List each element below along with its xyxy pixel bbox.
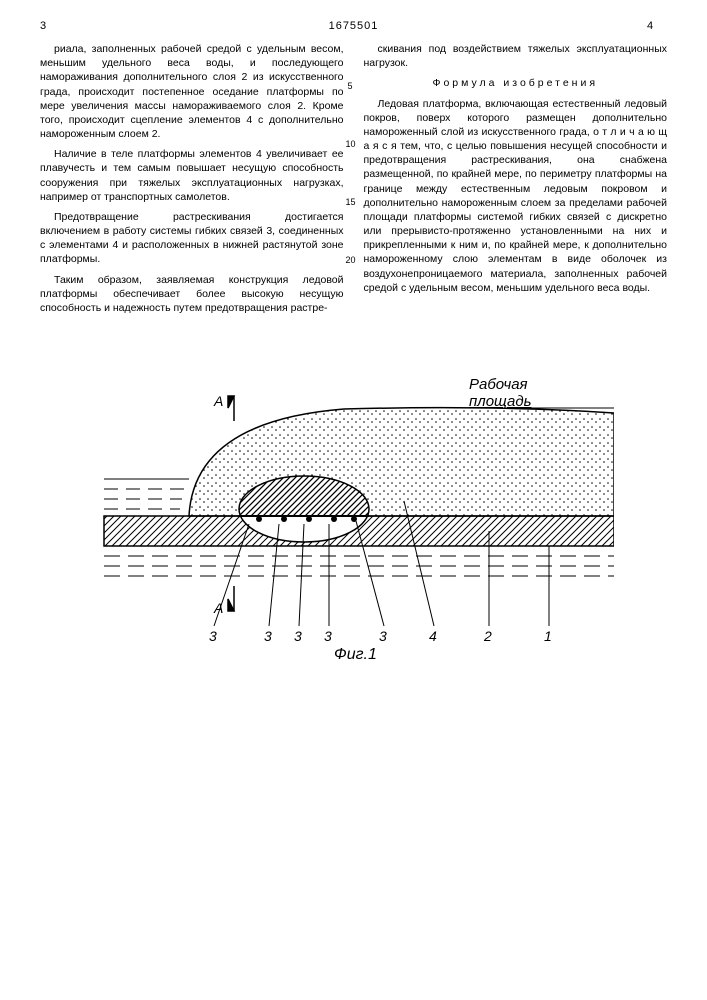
linemark-20: 20: [346, 254, 356, 266]
working-area-label-2: площадь: [469, 393, 532, 410]
page-header: 3 1675501 4: [40, 20, 667, 32]
left-column: риала, заполненных рабочей средой с удел…: [40, 42, 344, 321]
right-p1: скивания под воздействием тяжелых эксплу…: [364, 42, 668, 70]
leader-1: 1: [544, 628, 552, 644]
leader-3b: 3: [264, 628, 272, 644]
left-p1: риала, заполненных рабочей средой с удел…: [40, 42, 344, 141]
left-p4: Таким образом, заявляемая конструкция ле…: [40, 273, 344, 316]
leader-2: 2: [483, 628, 492, 644]
leader-3c: 3: [294, 628, 302, 644]
figure-1: А А Рабочая площадь 3 3 3 3: [40, 361, 667, 661]
claims-title: Формула изобретения: [364, 76, 668, 90]
linemark-10: 10: [346, 138, 356, 150]
left-page-number: 3: [40, 20, 60, 32]
leader-3a: 3: [209, 628, 217, 644]
left-p3: Предотвращение растрескивания достигаетс…: [40, 210, 344, 267]
right-page-number: 4: [647, 20, 667, 32]
working-area-label-1: Рабочая: [469, 376, 528, 393]
figure-svg: А А Рабочая площадь 3 3 3 3: [94, 361, 614, 661]
figure-caption: Фиг.1: [334, 646, 377, 661]
leader-4: 4: [429, 628, 437, 644]
right-p2: Ледовая платформа, включающая естественн…: [364, 97, 668, 295]
right-column: 5 10 15 20 скивания под воздействием тяж…: [364, 42, 668, 321]
leader-3d: 3: [324, 628, 332, 644]
left-p2: Наличие в теле платформы элементов 4 уве…: [40, 147, 344, 204]
section-label-top: А: [213, 393, 223, 409]
document-number: 1675501: [60, 20, 647, 32]
text-columns: риала, заполненных рабочей средой с удел…: [40, 42, 667, 321]
leader-3e: 3: [379, 628, 387, 644]
linemark-15: 15: [346, 196, 356, 208]
linemark-5: 5: [348, 80, 353, 92]
